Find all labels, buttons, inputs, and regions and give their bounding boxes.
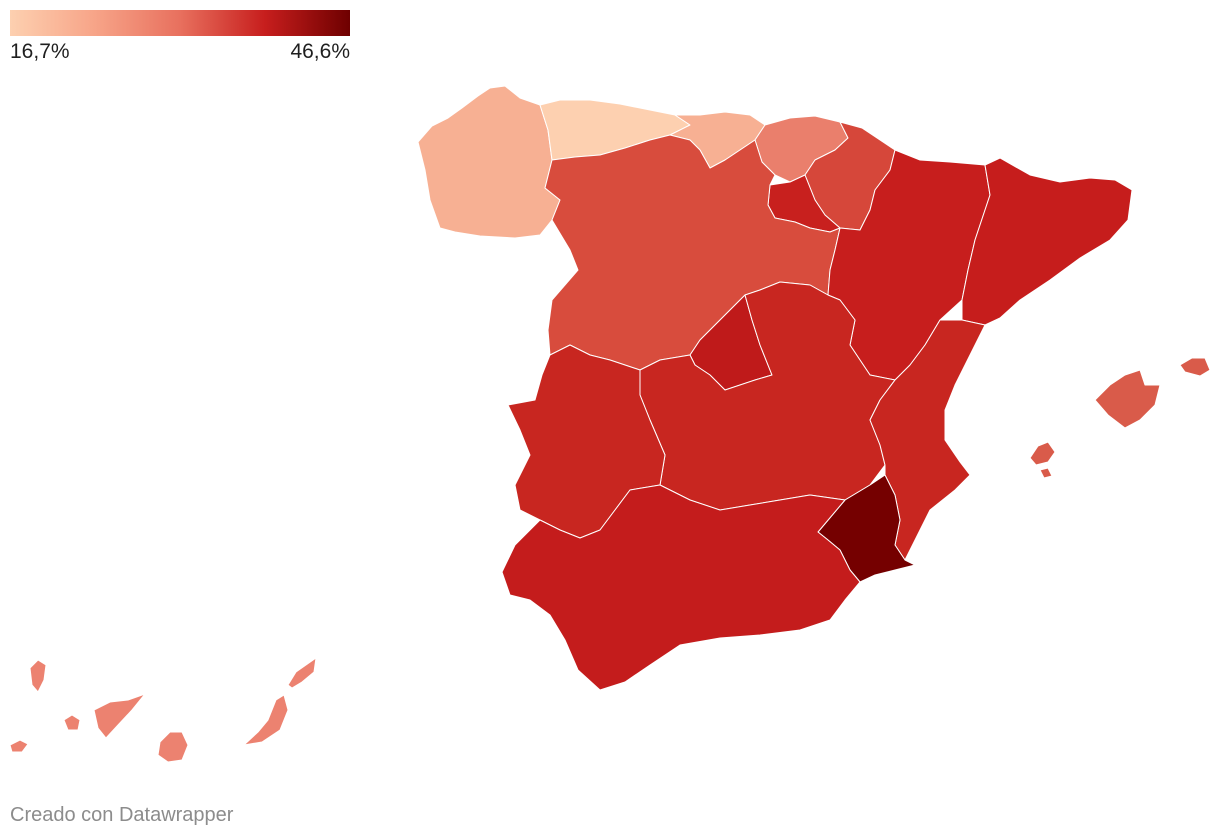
legend-min-label: 16,7% [10, 40, 70, 63]
legend-max-label: 46,6% [290, 40, 350, 63]
region-canarias-la-palma[interactable] [29, 659, 47, 693]
region-canarias-fuerteventura[interactable] [243, 694, 289, 746]
color-legend: 16,7% 46,6% [10, 10, 350, 64]
region-baleares-menorca[interactable] [1179, 357, 1211, 377]
region-canarias-lanzarote[interactable] [287, 657, 317, 689]
region-cataluna[interactable] [961, 157, 1133, 326]
region-valencia[interactable] [869, 319, 986, 561]
region-andalucia[interactable] [501, 484, 861, 691]
legend-gradient-bar [10, 10, 350, 36]
region-canarias-gran-canaria[interactable] [157, 731, 189, 763]
region-canarias-la-gomera[interactable] [63, 714, 81, 731]
region-baleares-ibiza[interactable] [1029, 441, 1056, 466]
credit-text: Creado con Datawrapper [10, 804, 234, 826]
region-canarias-el-hierro[interactable] [9, 739, 29, 753]
region-baleares-formentera[interactable] [1039, 467, 1053, 479]
region-baleares[interactable] [1094, 369, 1161, 429]
region-canarias-tenerife[interactable] [93, 693, 146, 739]
region-galicia[interactable] [417, 85, 561, 239]
spain-choropleth-map [9, 85, 1211, 763]
legend-labels: 16,7% 46,6% [10, 36, 350, 64]
